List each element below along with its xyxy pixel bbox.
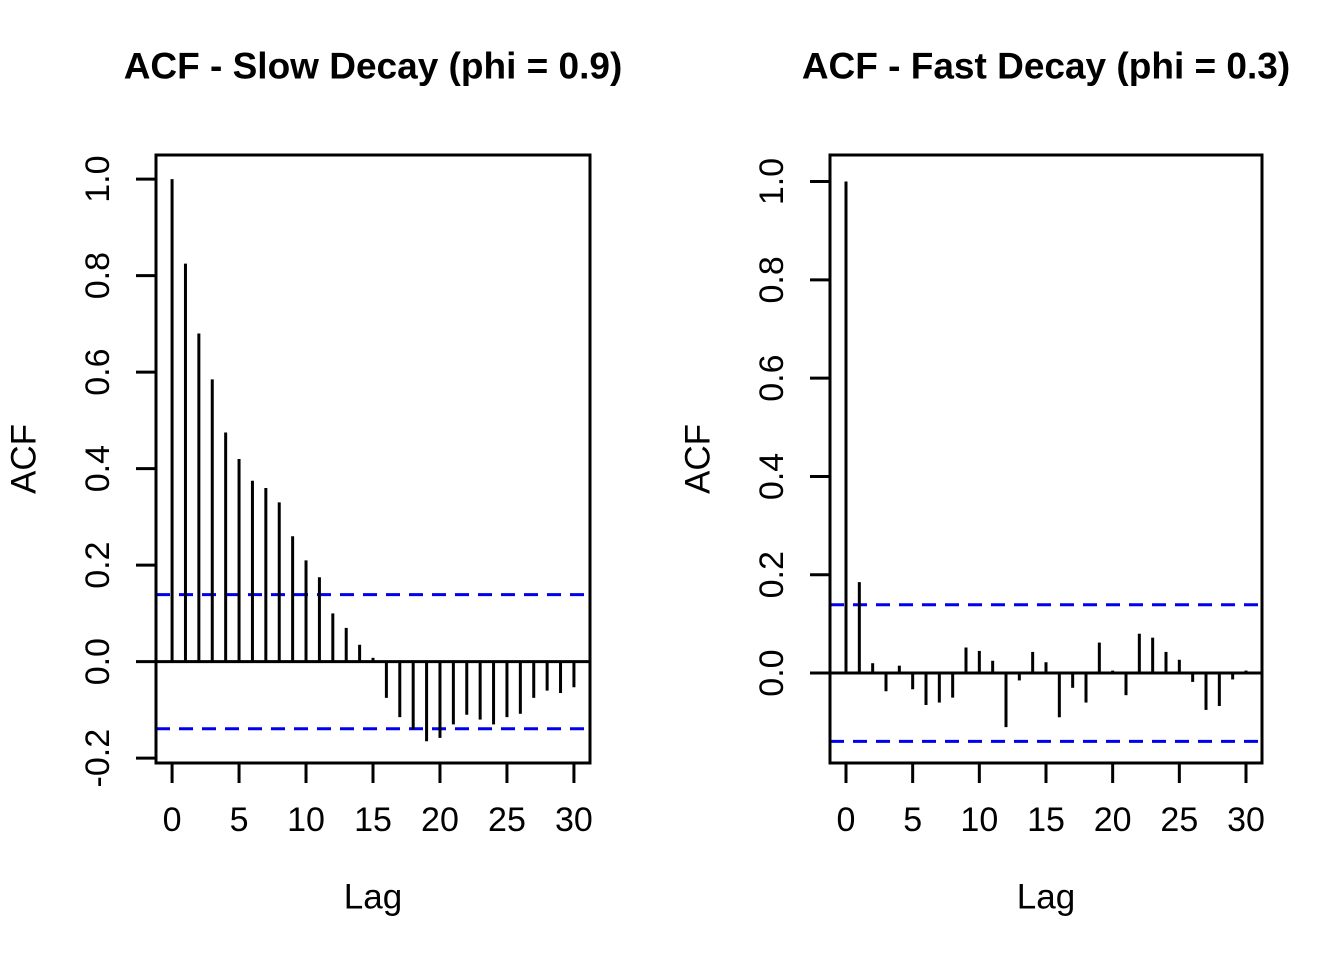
panel-1-x-tick-label: 20 xyxy=(421,801,459,839)
panel-1-y-axis-title: ACF xyxy=(5,424,44,494)
panel-1-x-tick-label: 5 xyxy=(230,801,249,839)
panel-2-x-tick-label: 30 xyxy=(1227,801,1265,839)
panel-2-x-tick-label: 15 xyxy=(1027,801,1065,839)
panel-1-y-tick-label: -0.2 xyxy=(79,729,117,788)
panel-1-plot-box xyxy=(154,153,592,765)
panel-2-y-tick-label: 0.2 xyxy=(753,551,791,598)
panel-2-y-axis-title: ACF xyxy=(679,424,718,494)
panel-1-x-axis-title: Lag xyxy=(344,878,402,917)
panel-2-y-tick-label: 0.8 xyxy=(753,256,791,303)
panel-1-x-tick-label: 25 xyxy=(488,801,526,839)
panel-1-y-tick-label: 1.0 xyxy=(79,155,117,202)
panel-2-x-tick-label: 10 xyxy=(960,801,998,839)
panel-2-x-axis-title: Lag xyxy=(1017,878,1075,917)
panel-2-y-tick-label: 1.0 xyxy=(753,158,791,205)
panel-1-y-tick-label: 0.2 xyxy=(79,542,117,589)
panel-1-x-tick-label: 10 xyxy=(287,801,325,839)
panel-1-x-tick-label: 15 xyxy=(354,801,392,839)
panel-1-y-tick-label: 0.8 xyxy=(79,252,117,299)
panel-1-x-tick-label: 30 xyxy=(555,801,593,839)
panel-1-y-tick-label: 0.6 xyxy=(79,349,117,396)
panel-2-x-tick-label: 20 xyxy=(1094,801,1132,839)
panel-1-title: ACF - Slow Decay (phi = 0.9) xyxy=(124,46,623,87)
panel-2-y-tick-label: 0.6 xyxy=(753,355,791,402)
panel-1-y-tick-label: 0.0 xyxy=(79,638,117,685)
panel-2-y-tick-label: 0.0 xyxy=(753,649,791,696)
panel-1-y-tick-label: 0.4 xyxy=(79,445,117,492)
panel-2-title: ACF - Fast Decay (phi = 0.3) xyxy=(802,46,1290,87)
panel-2-x-tick-label: 0 xyxy=(837,801,856,839)
panel-2-y-tick-label: 0.4 xyxy=(753,453,791,500)
panel-2-x-tick-label: 25 xyxy=(1160,801,1198,839)
panel-2-x-tick-label: 5 xyxy=(903,801,922,839)
panel-1-x-tick-label: 0 xyxy=(163,801,182,839)
